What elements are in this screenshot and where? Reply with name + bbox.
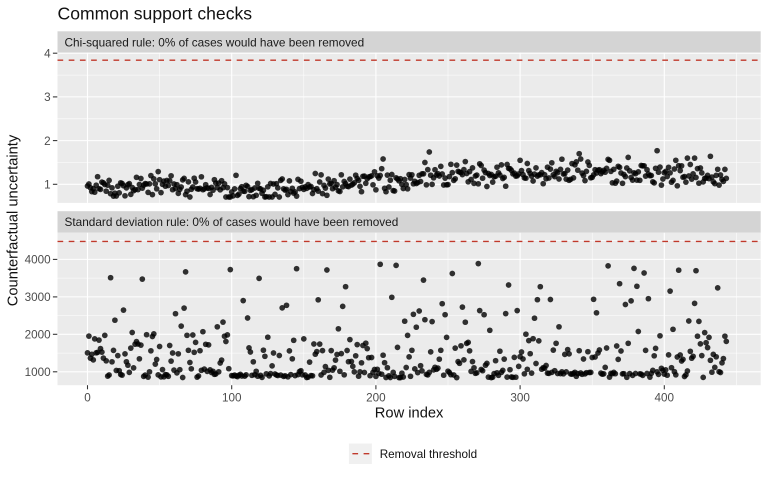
svg-text:Removal threshold: Removal threshold bbox=[380, 448, 477, 461]
svg-text:Counterfactual uncertainty: Counterfactual uncertainty bbox=[6, 134, 22, 306]
svg-text:200: 200 bbox=[366, 392, 386, 405]
svg-text:3000: 3000 bbox=[25, 291, 52, 304]
svg-text:2: 2 bbox=[44, 135, 51, 148]
svg-text:400: 400 bbox=[655, 392, 675, 405]
svg-text:100: 100 bbox=[222, 392, 242, 405]
svg-text:Row index: Row index bbox=[375, 406, 444, 422]
svg-text:3: 3 bbox=[44, 91, 51, 104]
svg-text:300: 300 bbox=[510, 392, 530, 405]
svg-text:4: 4 bbox=[44, 47, 51, 60]
svg-text:Chi-squared rule: 0% of cases: Chi-squared rule: 0% of cases would have… bbox=[65, 35, 365, 49]
svg-text:4000: 4000 bbox=[25, 254, 52, 267]
svg-text:0: 0 bbox=[84, 392, 91, 405]
svg-text:2000: 2000 bbox=[25, 329, 52, 342]
svg-text:1000: 1000 bbox=[25, 366, 52, 379]
svg-text:1: 1 bbox=[44, 179, 51, 192]
svg-text:Standard deviation rule: 0% of: Standard deviation rule: 0% of cases wou… bbox=[65, 215, 399, 229]
svg-text:Common support checks: Common support checks bbox=[58, 4, 253, 24]
